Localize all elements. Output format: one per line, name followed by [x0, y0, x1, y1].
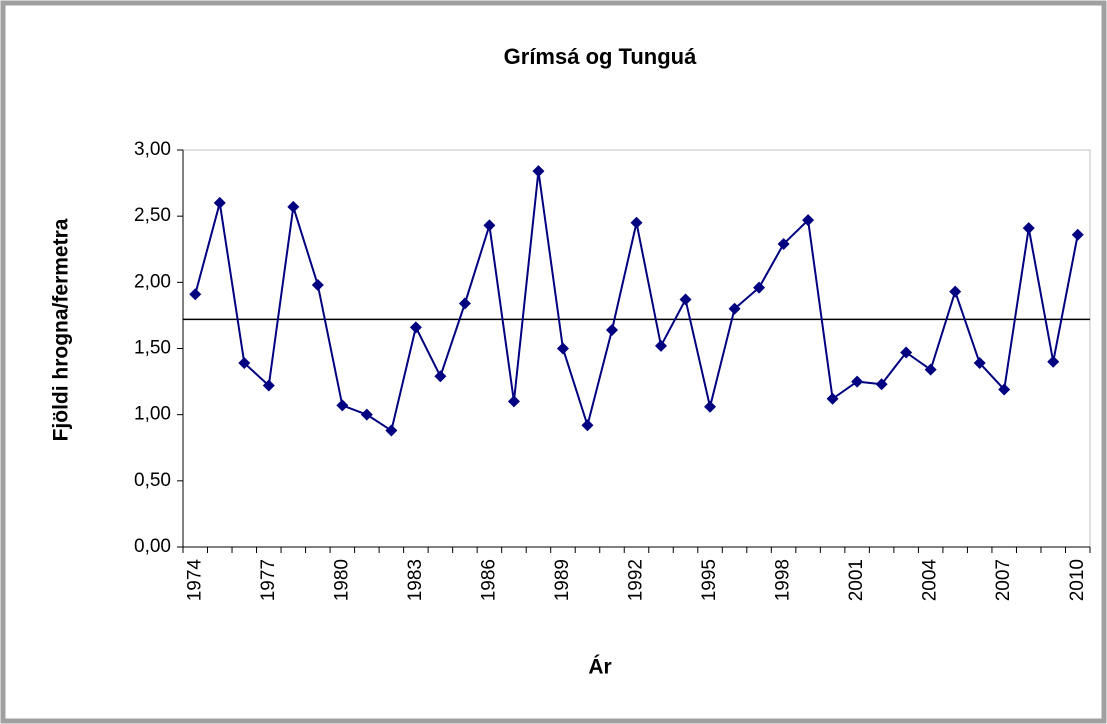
data-point	[728, 302, 741, 315]
data-point	[679, 293, 692, 306]
data-point	[1022, 222, 1035, 235]
y-tick-label: 3,00	[134, 139, 171, 160]
data-point	[777, 237, 790, 250]
data-point	[924, 363, 937, 376]
data-point	[802, 214, 815, 227]
y-axis-label: Fjöldi hrogna/fermetra	[50, 218, 73, 441]
x-axis-label: Ár	[588, 656, 611, 679]
x-tick-label: 1992	[626, 559, 647, 601]
y-tick-label: 0,00	[134, 536, 171, 557]
data-point	[336, 399, 349, 412]
data-point	[949, 285, 962, 298]
x-tick-label: 1986	[478, 559, 499, 601]
data-point	[409, 321, 422, 334]
data-point	[826, 392, 839, 405]
x-tick-label: 1998	[773, 559, 794, 601]
data-point	[851, 375, 864, 388]
x-tick-label: 1995	[699, 559, 720, 601]
data-point	[753, 281, 766, 294]
x-tick-label: 2001	[846, 559, 867, 601]
data-point	[1071, 228, 1084, 241]
y-tick-label: 1,00	[134, 404, 171, 425]
x-tick-label: 1977	[258, 559, 279, 601]
data-point	[238, 357, 251, 370]
x-tick-label: 2007	[993, 559, 1014, 601]
y-tick-label: 0,50	[134, 470, 171, 491]
data-point	[507, 395, 520, 408]
data-point	[630, 216, 643, 229]
data-point	[1047, 355, 1060, 368]
data-point	[655, 339, 668, 352]
data-point	[973, 357, 986, 370]
data-point	[532, 165, 545, 178]
data-point	[998, 383, 1011, 396]
data-point	[287, 200, 300, 213]
data-point	[483, 219, 496, 232]
x-tick-label: 1983	[405, 559, 426, 601]
x-tick-label: 2010	[1067, 559, 1088, 601]
data-point	[262, 379, 275, 392]
chart-title: Grímsá og Tunguá	[504, 44, 697, 69]
y-tick-label: 2,00	[134, 271, 171, 292]
x-tick-label: 1989	[552, 559, 573, 601]
x-tick-label: 1974	[184, 559, 205, 602]
data-point	[360, 408, 373, 421]
data-point	[900, 346, 913, 359]
data-point	[311, 278, 324, 291]
x-tick-label: 1980	[331, 559, 352, 601]
data-point	[434, 370, 447, 383]
data-point	[556, 342, 569, 355]
data-point	[581, 419, 594, 432]
data-point	[385, 424, 398, 437]
data-point	[704, 400, 717, 413]
y-tick-label: 1,50	[134, 338, 171, 359]
data-point	[458, 297, 471, 310]
data-point	[189, 288, 202, 301]
y-tick-label: 2,50	[134, 205, 171, 226]
data-point	[605, 323, 618, 336]
x-tick-label: 2004	[920, 559, 941, 602]
data-point	[875, 378, 888, 391]
data-point	[213, 196, 226, 209]
